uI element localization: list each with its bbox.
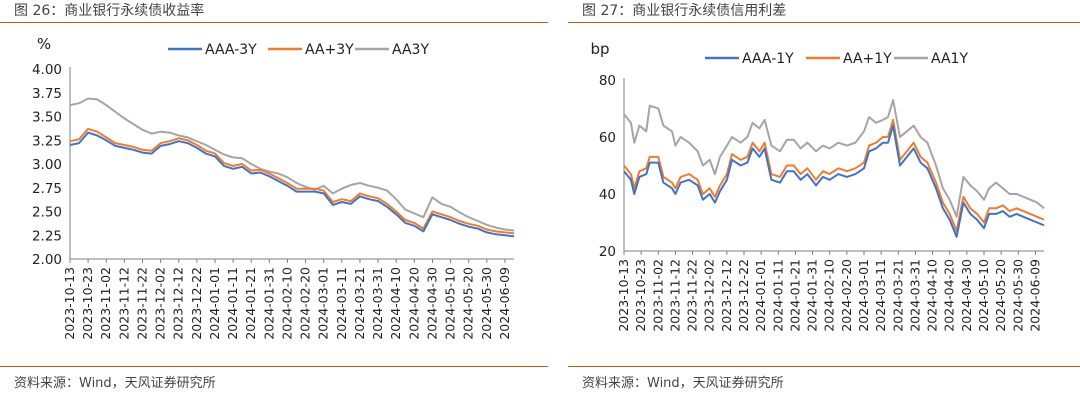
x-tick-label: 2024-01-21: [243, 267, 258, 340]
x-tick-label: 2024-01-11: [770, 259, 785, 332]
x-tick-label: 2024-01-01: [207, 267, 222, 340]
figure-caption: 图 27：商业银行永续债信用利差: [582, 3, 787, 19]
x-tick-label: 2024-03-01: [856, 259, 871, 332]
x-tick-label: 2024-05-20: [461, 267, 476, 340]
y-tick-label: 2.50: [32, 205, 62, 221]
x-tick-label: 2023-11-12: [116, 267, 131, 340]
top-rule: [568, 22, 1080, 23]
x-tick-label: 2024-01-11: [225, 267, 240, 340]
x-tick-label: 2024-01-31: [261, 267, 276, 340]
x-tick-label: 2024-06-09: [497, 267, 512, 340]
x-tick-label: 2023-12-22: [736, 259, 751, 332]
x-tick-label: 2023-12-12: [719, 259, 734, 332]
x-tick-label: 2024-05-30: [479, 267, 494, 340]
series-line-aa3y: [69, 97, 515, 232]
source-note: 资料来源：Wind，天风证券研究所: [14, 376, 216, 391]
x-tick-label: 2023-12-12: [171, 267, 186, 340]
y-axis-unit: %: [37, 35, 51, 53]
y-tick-label: 4.00: [32, 62, 62, 78]
x-tick-label: 2024-05-20: [993, 259, 1008, 332]
y-tick-label: 80: [599, 73, 616, 89]
x-tick-label: 2023-12-02: [153, 267, 168, 340]
source-note: 资料来源：Wind，天风证券研究所: [582, 376, 784, 391]
x-tick-label: 2024-01-21: [787, 259, 802, 332]
x-tick-label: 2024-05-10: [443, 267, 458, 340]
bottom-rule: [0, 366, 548, 367]
x-tick-label: 2023-12-02: [702, 259, 717, 332]
x-tick-label: 2023-11-22: [134, 267, 149, 340]
series-line-aaa-3y: [69, 131, 515, 238]
x-tick-label: 2023-10-13: [616, 259, 631, 332]
x-tick-label: 2024-03-31: [370, 267, 385, 340]
x-tick-label: 2024-04-10: [925, 259, 940, 332]
figure-caption: 图 26：商业银行永续债收益率: [14, 3, 205, 19]
x-tick-label: 2024-04-10: [388, 267, 403, 340]
y-tick-label: 3.25: [32, 133, 62, 149]
x-tick-label: 2023-12-22: [189, 267, 204, 340]
x-tick-label: 2024-02-10: [822, 259, 837, 332]
legend-label: AA+1Y: [843, 51, 892, 67]
x-tick-label: 2024-06-09: [1027, 259, 1042, 332]
bottom-rule: [568, 366, 1080, 367]
x-tick-label: 2024-05-10: [976, 259, 991, 332]
x-tick-label: 2023-10-23: [80, 267, 95, 340]
legend-label: AA+3Y: [305, 42, 354, 58]
x-tick-label: 2024-03-31: [907, 259, 922, 332]
x-tick-label: 2024-04-30: [959, 259, 974, 332]
legend-label: AAA-1Y: [742, 51, 794, 67]
x-tick-label: 2024-01-31: [805, 259, 820, 332]
y-tick-label: 2.00: [32, 252, 62, 268]
x-tick-label: 2023-11-02: [650, 259, 665, 332]
x-tick-label: 2023-10-23: [633, 259, 648, 332]
x-tick-label: 2024-03-11: [334, 267, 349, 340]
x-tick-label: 2024-04-30: [424, 267, 439, 340]
legend-label: AA1Y: [931, 51, 968, 67]
y-tick-label: 2.25: [32, 228, 62, 244]
x-tick-label: 2024-02-20: [298, 267, 313, 340]
x-tick-label: 2024-05-30: [1010, 259, 1025, 332]
series-line-aa-3y: [69, 127, 515, 235]
x-tick-label: 2024-02-20: [839, 259, 854, 332]
x-tick-label: 2024-02-10: [279, 267, 294, 340]
y-axis-unit: bp: [590, 40, 609, 58]
x-tick-label: 2024-03-11: [873, 259, 888, 332]
x-tick-label: 2024-03-21: [890, 259, 905, 332]
y-tick-label: 3.00: [32, 157, 62, 173]
x-tick-label: 2024-01-01: [753, 259, 768, 332]
y-tick-label: 20: [599, 244, 616, 260]
y-tick-label: 3.50: [32, 110, 62, 126]
x-tick-label: 2024-04-20: [942, 259, 957, 332]
x-tick-label: 2024-03-21: [352, 267, 367, 340]
series-line-aaa-1y: [623, 124, 1045, 238]
x-tick-label: 2024-04-20: [406, 267, 421, 340]
x-tick-label: 2024-03-01: [316, 267, 331, 340]
y-tick-label: 40: [599, 187, 616, 203]
series-line-aa-1y: [623, 118, 1045, 233]
y-tick-label: 60: [599, 130, 616, 146]
y-tick-label: 3.75: [32, 86, 62, 102]
y-tick-label: 2.75: [32, 181, 62, 197]
series-line-aa1y: [623, 99, 1045, 218]
top-rule: [0, 22, 548, 23]
x-tick-label: 2023-10-13: [62, 267, 77, 340]
x-tick-label: 2023-11-12: [667, 259, 682, 332]
legend-label: AA3Y: [392, 42, 429, 58]
yield-line-chart: %4.003.753.503.253.002.752.502.252.00202…: [32, 35, 515, 340]
chart-panel-yield: 图 26：商业银行永续债收益率 % 4.00 3.75 3.50 3.25 3.00 2.7…: [0, 3, 548, 391]
chart-panel-spread: 图 27：商业银行永续债信用利差 bp 80 60 40 20 2023-10-13 202…: [568, 0, 1080, 402]
legend-label: AAA-3Y: [205, 42, 257, 58]
x-tick-label: 2023-11-22: [685, 259, 700, 332]
x-tick-label: 2023-11-02: [98, 267, 113, 340]
